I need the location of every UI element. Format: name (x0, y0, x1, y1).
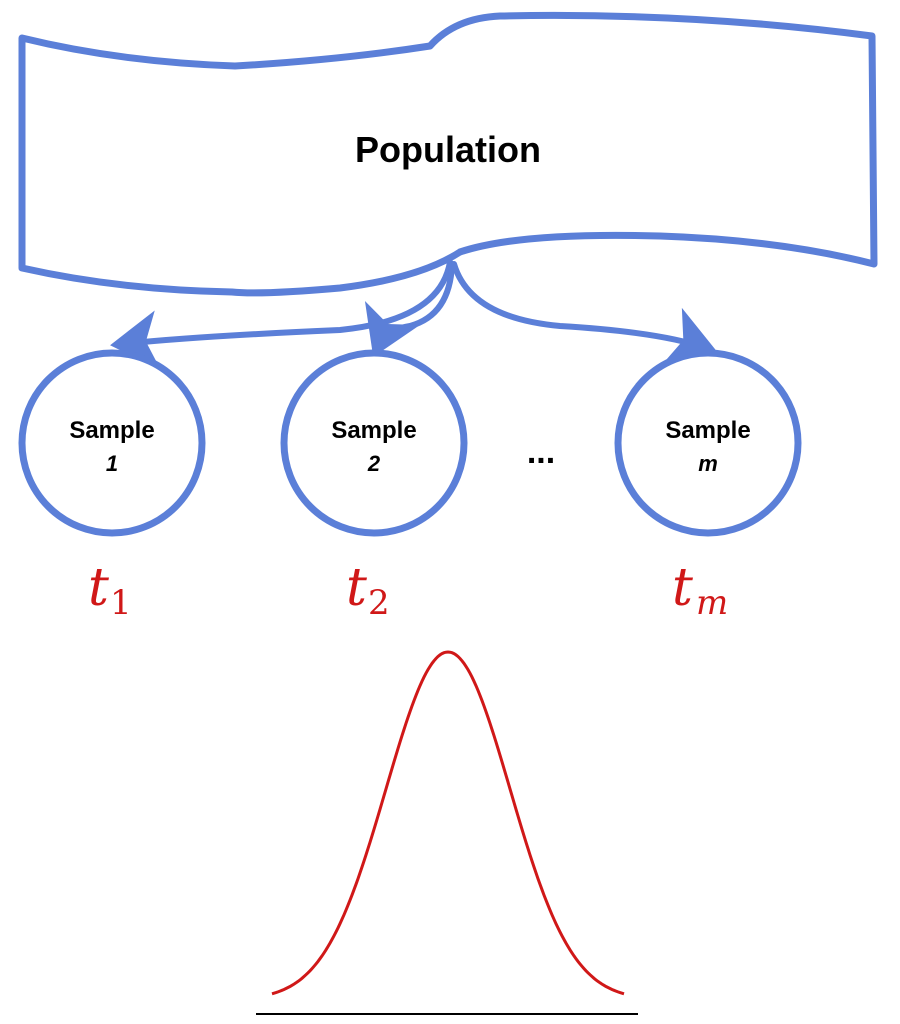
arrow-to-sample-1 (110, 259, 453, 371)
statistic-t2: t 2 (346, 558, 390, 623)
ellipsis: ... (527, 433, 555, 471)
sample-node-2: Sample 2 (280, 349, 468, 537)
sampling-arrows (110, 259, 718, 371)
sample-index: m (698, 451, 718, 476)
sample-circle (18, 349, 206, 537)
sampling-distribution (256, 650, 638, 1015)
sample-circle (614, 349, 802, 537)
sample-circle (280, 349, 468, 537)
sample-index: 2 (367, 451, 381, 476)
sample-node-1: Sample 1 (18, 349, 206, 537)
sample-label: Sample (331, 417, 416, 444)
arrow-to-sample-2 (364, 261, 455, 357)
statistic-symbol: t (672, 558, 693, 618)
statistic-symbol: t (346, 558, 367, 618)
population-outline (18, 11, 878, 297)
statistic-subscript: m (696, 583, 728, 623)
bell-curve (271, 650, 625, 996)
statistic-subscript: 2 (368, 583, 390, 623)
population-label: Population (355, 129, 541, 170)
statistic-symbol: t (88, 558, 109, 618)
sample-node-m: Sample m (614, 349, 802, 537)
sample-label: Sample (665, 417, 750, 444)
statistic-subscript: 1 (110, 583, 132, 623)
sample-label: Sample (69, 417, 154, 444)
population-box: Population (18, 11, 878, 297)
sample-index: 1 (106, 451, 118, 476)
statistic-t1: t 1 (88, 558, 132, 623)
statistic-tm: t m (672, 558, 728, 623)
arrow-to-sample-m (451, 261, 718, 365)
